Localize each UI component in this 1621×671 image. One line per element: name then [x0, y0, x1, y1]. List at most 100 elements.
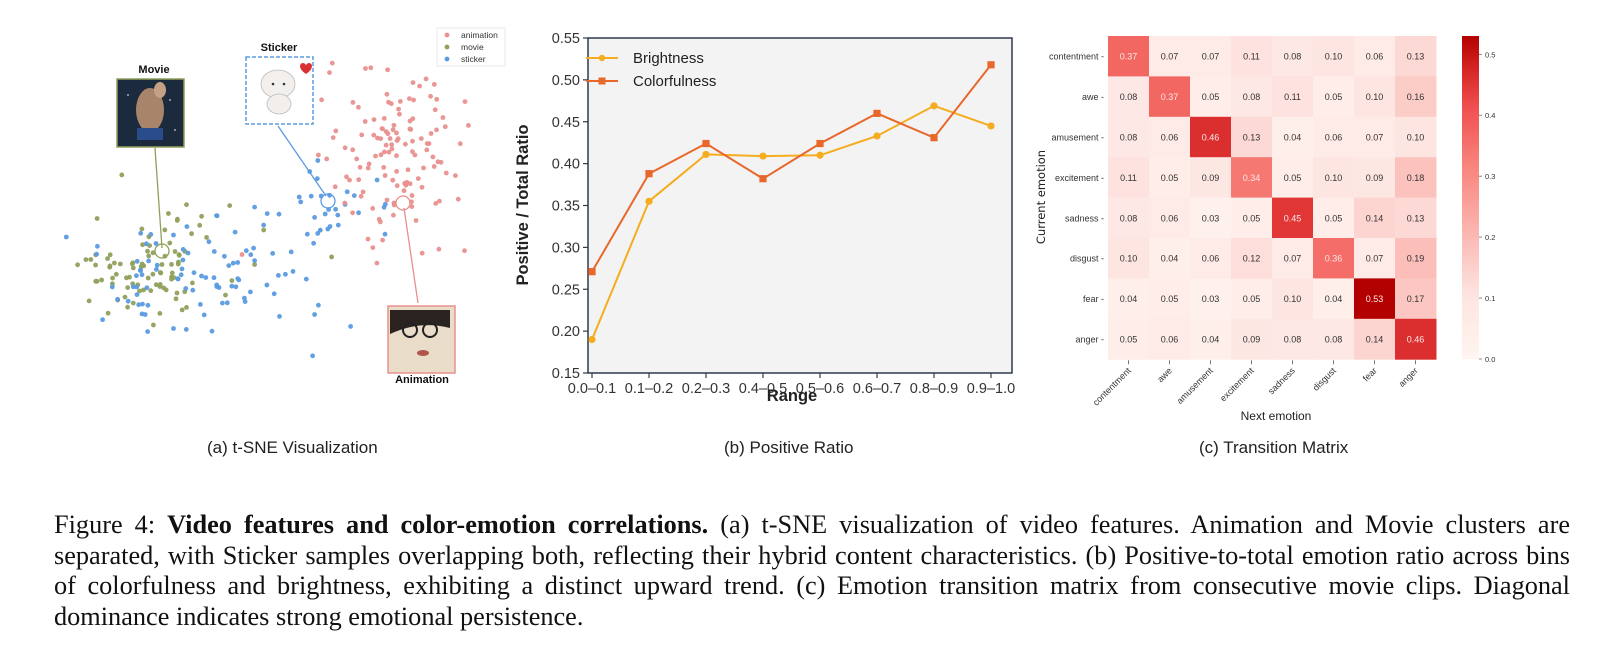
heatmap-cell [1313, 238, 1355, 279]
tsne-point-sticker [222, 253, 227, 259]
heatmap-cell [1354, 318, 1396, 360]
tsne-point-animation [394, 130, 399, 136]
tsne-point-sticker [374, 177, 380, 183]
tsne-point-sticker [276, 273, 281, 278]
tsne-point-animation [419, 184, 425, 190]
heatmap-cell [1395, 36, 1437, 77]
tsne-point-animation [330, 135, 336, 141]
heatmap-cell-value: 0.08 [1325, 335, 1343, 345]
heatmap-cell-value: 0.36 [1325, 254, 1343, 264]
tsne-point-sticker [270, 251, 276, 256]
data-point-brightness [930, 102, 938, 110]
tsne-point-animation [333, 128, 339, 134]
tsne-point-animation [462, 99, 468, 104]
heatmap-cell [1190, 278, 1232, 320]
tsne-point-sticker [214, 213, 219, 219]
tsne-point-sticker [233, 284, 239, 290]
tsne-point-animation [365, 236, 371, 242]
tsne-point-animation [407, 96, 412, 101]
tsne-point-sticker [290, 269, 296, 274]
tsne-point-animation [354, 156, 360, 162]
tsne-point-movie [179, 307, 185, 313]
tsne-point-movie [184, 305, 189, 310]
legend-label-colorfulness: Colorfulness [633, 73, 716, 90]
tsne-point-movie [261, 227, 267, 233]
tsne-point-animation [373, 153, 378, 159]
data-point-colorfulness [702, 139, 710, 148]
tsne-point-sticker [312, 312, 317, 317]
heatmap-col-label: fear [1361, 366, 1379, 384]
movie-highlight [154, 243, 170, 259]
heatmap-cell-value: 0.04 [1202, 335, 1220, 345]
heatmap-cell [1190, 36, 1232, 77]
sticker-thumbnail [245, 56, 314, 125]
tsne-point-animation [453, 173, 458, 179]
tsne-point-movie [172, 249, 178, 254]
heatmap-cell [1231, 278, 1273, 320]
tsne-point-sticker [183, 327, 189, 332]
tsne-point-sticker [180, 257, 186, 263]
tsne-point-sticker [191, 270, 197, 276]
heatmap-cell [1108, 157, 1150, 199]
tsne-point-movie [229, 278, 235, 283]
legend-marker-brightness [598, 54, 606, 62]
heatmap-cell [1354, 238, 1396, 279]
heatmap-cell [1395, 278, 1437, 320]
heatmap-cell [1231, 197, 1273, 239]
heatmap-cell [1108, 318, 1150, 360]
tsne-point-movie [197, 222, 203, 228]
subcaption-b: (b) Positive Ratio [724, 438, 854, 457]
heatmap-cell [1190, 157, 1232, 199]
tsne-point-movie [223, 292, 228, 298]
line-legend: Brightness Colorfulness [586, 50, 716, 90]
heatmap-cell [1395, 238, 1437, 279]
tsne-point-animation [388, 101, 394, 107]
tsne-point-animation [382, 149, 387, 155]
tsne-point-movie [146, 253, 152, 259]
tsne-point-animation [466, 123, 471, 128]
tsne-point-animation [431, 164, 437, 169]
tsne-point-animation [350, 210, 355, 216]
heatmap-cell [1108, 197, 1150, 239]
tsne-point-animation [428, 131, 434, 136]
heatmap-row-label: anger - [1075, 335, 1104, 345]
tsne-point-sticker [184, 224, 190, 230]
tsne-point-animation [379, 126, 385, 131]
tsne-point-sticker [134, 258, 140, 264]
x-axis-label: Range [767, 387, 817, 405]
tsne-point-movie [94, 216, 100, 221]
heatmap-cell-value: 0.06 [1202, 254, 1220, 264]
tsne-point-sticker [134, 273, 139, 279]
heatmap-cell [1149, 197, 1191, 239]
heatmap-row-label: amusement - [1051, 133, 1104, 143]
data-point-colorfulness [645, 170, 653, 178]
tsne-point-movie [119, 172, 125, 178]
tsne-point-movie [99, 277, 104, 283]
tsne-point-sticker [206, 239, 212, 245]
heatmap-cell [1354, 278, 1396, 320]
x-tick-label: 0.8–0.9 [910, 381, 958, 397]
tsne-point-animation [403, 141, 408, 147]
data-point-colorfulness [816, 139, 824, 148]
tsne-point-sticker [317, 227, 323, 233]
plot-area [587, 37, 1013, 374]
heatmap-cell [1395, 197, 1437, 239]
tsne-point-animation [389, 146, 395, 152]
heatmap-cell [1190, 76, 1232, 118]
tsne-point-animation [412, 152, 418, 158]
tsne-point-sticker [136, 302, 142, 308]
tsne-point-animation [380, 237, 385, 243]
tsne-point-movie [107, 252, 113, 258]
tsne-point-sticker [211, 275, 217, 281]
heatmap-col-label: anger [1397, 366, 1420, 389]
heatmap-cell [1149, 238, 1191, 279]
tsne-point-sticker [201, 312, 207, 318]
tsne-point-sticker [296, 194, 302, 200]
tsne-point-sticker [145, 302, 151, 308]
tsne-point-movie [166, 211, 171, 216]
tsne-point-animation [358, 193, 364, 199]
data-point-brightness [702, 150, 710, 159]
tsne-point-sticker [145, 329, 151, 334]
heatmap-cell [1149, 116, 1191, 158]
tsne-point-animation [462, 248, 467, 254]
